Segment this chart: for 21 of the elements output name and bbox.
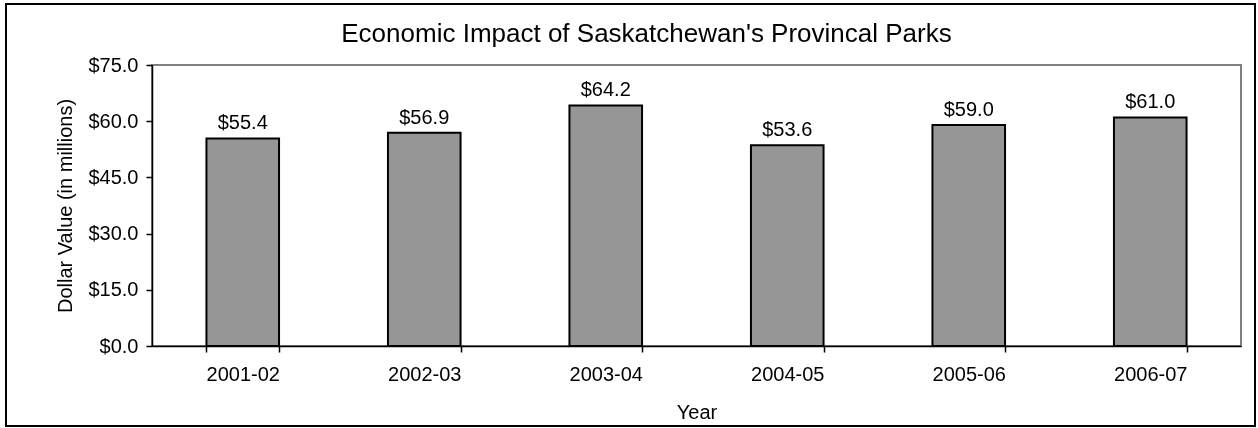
y-tick-label: $0.0 (99, 334, 139, 357)
data-label: $59.0 (943, 97, 994, 120)
data-label: $61.0 (1125, 90, 1176, 113)
x-tick-label: 2003-04 (569, 362, 643, 385)
y-tick-label: $30.0 (88, 222, 139, 245)
y-tick-label: $75.0 (88, 53, 139, 76)
chart-title: Economic Impact of Saskatchewan's Provincal Parks (341, 18, 952, 48)
data-label: $55.4 (217, 111, 268, 134)
data-label: $53.6 (762, 118, 813, 141)
x-tick-label: 2002-03 (388, 362, 462, 385)
y-tick-label: $15.0 (88, 278, 139, 301)
x-tick-label: 2001-02 (206, 362, 280, 385)
data-label: $64.2 (580, 78, 631, 101)
x-tick-label: 2004-05 (751, 362, 825, 385)
x-tick-label: 2005-06 (932, 362, 1006, 385)
y-axis-title: Dollar Value (in millions) (54, 98, 77, 314)
data-label: $56.9 (399, 105, 450, 128)
x-tick-label: 2006-07 (1114, 362, 1188, 385)
y-tick-label: $60.0 (88, 109, 139, 132)
y-tick-label: $45.0 (88, 165, 139, 188)
x-axis-title: Year (676, 400, 718, 423)
